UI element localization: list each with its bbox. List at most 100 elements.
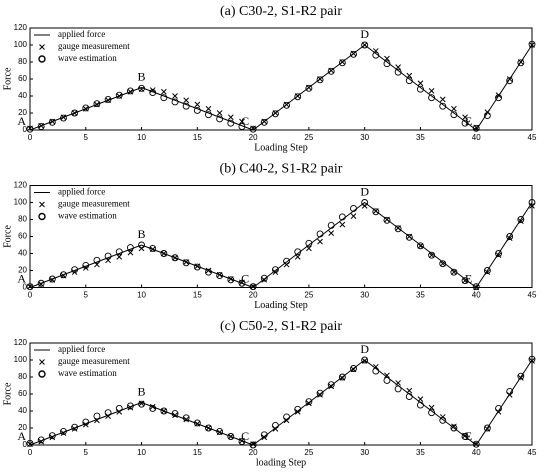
y-axis-label: Force (2, 67, 13, 90)
x-tick-label: 25 (304, 291, 313, 300)
gauge-marker (205, 425, 212, 431)
wave-marker (216, 427, 224, 435)
gauge-marker (484, 269, 491, 276)
wave-marker (517, 216, 525, 223)
subplot-title: (a) C30-2, S1-R2 pair (220, 4, 342, 19)
gauge-marker (149, 87, 156, 93)
x-tick-label: 30 (360, 291, 369, 300)
x-tick-label: 5 (84, 448, 89, 457)
wave-marker (517, 372, 525, 380)
wave-marker (271, 110, 279, 118)
gauge-marker (428, 404, 435, 411)
point-label: E (465, 429, 472, 443)
wave-marker (483, 112, 491, 120)
wave-marker (37, 123, 45, 131)
wave-marker (182, 259, 190, 267)
gauge-marker (306, 245, 312, 252)
gauge-marker (205, 267, 212, 274)
gauge-marker (294, 254, 301, 260)
gauge-marker (27, 283, 33, 290)
x-axis-label: loading Step (256, 457, 306, 468)
wave-marker (82, 418, 90, 426)
gauge-marker (462, 277, 468, 284)
wave-marker (182, 102, 190, 110)
subplot-title: (b) C40-2, S1-R2 pair (220, 162, 343, 177)
wave-marker (93, 412, 101, 420)
gauge-marker (161, 408, 167, 414)
wave-marker (193, 419, 201, 427)
x-tick-label: 10 (137, 291, 146, 300)
gauge-marker (82, 421, 89, 428)
gauge-marker (529, 357, 535, 364)
wave-marker (160, 94, 168, 102)
wave-marker (361, 356, 369, 364)
gauge-marker (506, 235, 513, 242)
wave-marker (48, 118, 56, 126)
wave-marker (48, 432, 56, 440)
wave-marker (394, 385, 402, 393)
wave-marker (260, 431, 268, 439)
wave-marker (26, 439, 34, 447)
wave-marker (126, 244, 134, 252)
gauge-marker (227, 114, 234, 121)
gauge-marker (517, 374, 524, 381)
point-label: E (465, 271, 472, 285)
x-tick-label: 45 (528, 133, 537, 142)
wave-marker (104, 409, 112, 417)
wave-marker (160, 250, 168, 257)
wave-marker (238, 279, 246, 287)
wave-marker (227, 119, 235, 127)
wave-marker (171, 98, 179, 106)
wave-marker (338, 213, 346, 221)
x-tick-label: 25 (304, 133, 313, 142)
x-tick-label: 0 (28, 448, 33, 457)
gauge-marker (451, 423, 457, 430)
wave-marker (461, 433, 469, 440)
gauge-marker (406, 387, 413, 394)
wave-marker (115, 248, 123, 256)
wave-marker (405, 77, 413, 85)
y-tick-label: 20 (18, 108, 27, 117)
gauge-marker (294, 408, 301, 415)
gauge-marker (462, 114, 468, 121)
point-label: C (241, 429, 249, 443)
wave-marker (193, 106, 201, 114)
wave-marker (506, 233, 514, 240)
wave-marker (461, 277, 469, 285)
wave-marker (104, 252, 112, 260)
y-tick-label: 100 (14, 40, 28, 49)
wave-marker (171, 410, 179, 418)
gauge-marker (428, 88, 435, 94)
wave-marker (205, 424, 212, 432)
wave-marker (71, 423, 79, 431)
wave-marker (283, 257, 291, 265)
x-axis-label: Loading Step (254, 142, 308, 153)
gauge-marker (227, 433, 234, 440)
x-tick-label: 10 (137, 133, 146, 142)
wave-marker (394, 68, 402, 76)
wave-marker (450, 268, 458, 276)
wave-marker (483, 267, 491, 274)
gauge-marker (417, 80, 424, 87)
wave-marker (160, 407, 168, 415)
wave-marker (528, 355, 536, 363)
gauge-marker (395, 64, 401, 70)
gauge-marker (272, 269, 279, 276)
gauge-marker (417, 242, 424, 249)
wave-marker (361, 199, 369, 206)
point-label: A (17, 429, 26, 443)
wave-marker (394, 225, 402, 233)
legend-x (39, 359, 45, 365)
gauge-marker (60, 430, 67, 436)
gauge-marker (149, 403, 156, 410)
wave-marker (472, 440, 480, 448)
gauge-marker (339, 221, 346, 228)
y-tick-label: 0 (23, 440, 28, 449)
wave-marker (439, 260, 447, 268)
legend-label: gauge measurement (58, 41, 130, 51)
gauge-marker (439, 96, 446, 103)
x-tick-label: 40 (472, 291, 481, 300)
legend-x (39, 44, 45, 50)
force-line (29, 359, 533, 446)
y-tick-label: 100 (14, 198, 28, 207)
